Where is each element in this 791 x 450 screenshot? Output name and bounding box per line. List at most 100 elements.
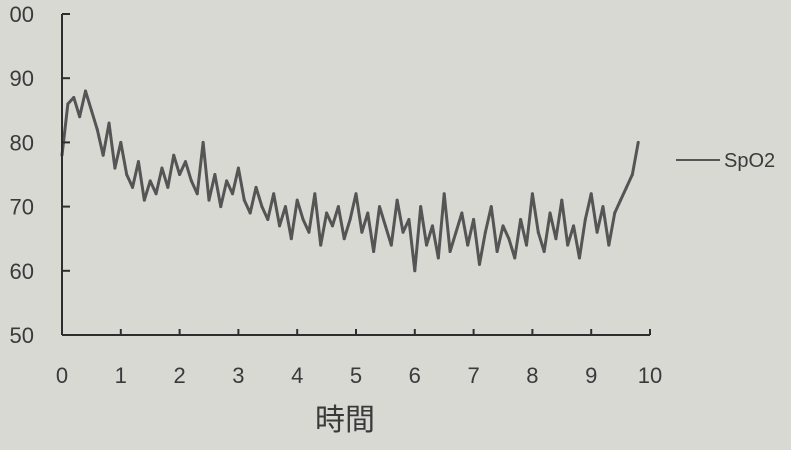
data-point — [507, 237, 511, 241]
data-point — [501, 224, 505, 228]
data-point — [336, 205, 340, 209]
data-point — [272, 192, 276, 196]
y-tick-label: 00 — [10, 2, 34, 27]
x-tick-label: 2 — [173, 363, 185, 388]
x-tick-label: 8 — [526, 363, 538, 388]
data-point — [348, 217, 352, 221]
data-point — [219, 205, 223, 209]
data-point — [248, 211, 252, 215]
y-tick-label: 60 — [10, 259, 34, 284]
data-point — [454, 230, 458, 234]
x-tick-label: 10 — [638, 363, 662, 388]
data-point — [624, 185, 628, 189]
y-tick-label: 80 — [10, 130, 34, 155]
legend-label-spo2: SpO2 — [724, 150, 775, 172]
x-tick-label: 5 — [350, 363, 362, 388]
data-point — [595, 230, 599, 234]
data-point — [95, 128, 99, 132]
data-point — [472, 217, 476, 221]
data-point — [413, 269, 417, 273]
data-point — [525, 243, 529, 247]
data-point — [566, 243, 570, 247]
data-point — [313, 192, 317, 196]
data-point — [572, 224, 576, 228]
data-point — [236, 166, 240, 170]
data-point — [189, 179, 193, 183]
data-point — [589, 192, 593, 196]
data-point — [366, 211, 370, 215]
data-point — [530, 192, 534, 196]
data-point — [466, 243, 470, 247]
data-point — [601, 205, 605, 209]
data-point — [419, 205, 423, 209]
x-tick-label: 0 — [56, 363, 68, 388]
data-point — [630, 173, 634, 176]
data-point — [489, 205, 493, 209]
data-point — [166, 185, 170, 189]
data-point — [172, 153, 176, 157]
x-tick-label: 9 — [585, 363, 597, 388]
data-point — [231, 192, 235, 196]
data-point — [577, 256, 581, 260]
data-point — [325, 211, 329, 215]
y-tick-label: 90 — [10, 66, 34, 91]
data-point — [89, 108, 93, 112]
data-point — [113, 166, 117, 170]
data-point — [260, 205, 264, 209]
x-axis-label: 時間 — [315, 404, 375, 437]
data-point — [448, 250, 452, 254]
data-point — [78, 115, 82, 119]
data-point — [619, 198, 623, 202]
data-point — [519, 217, 523, 221]
data-point — [407, 217, 411, 221]
x-tick-label: 1 — [115, 363, 127, 388]
data-point — [101, 153, 105, 157]
data-point — [401, 230, 405, 234]
data-point — [66, 102, 70, 106]
data-point — [372, 250, 376, 254]
data-point — [436, 256, 440, 260]
data-point — [560, 198, 564, 202]
data-point — [636, 140, 640, 144]
data-point — [289, 237, 293, 241]
data-point — [542, 250, 546, 254]
data-point — [283, 205, 287, 209]
x-tick-label: 3 — [232, 363, 244, 388]
data-point — [125, 173, 129, 176]
data-point — [607, 243, 611, 247]
data-point — [354, 192, 358, 196]
data-point — [389, 243, 393, 247]
data-point — [342, 237, 346, 241]
series-line-spo2 — [60, 89, 640, 273]
data-point — [136, 160, 140, 164]
data-point — [225, 179, 229, 183]
data-point — [107, 121, 111, 125]
data-point — [425, 243, 429, 247]
data-point — [395, 198, 399, 202]
data-point — [183, 160, 187, 164]
data-point — [383, 224, 387, 228]
data-point — [554, 237, 558, 241]
x-axis-ticks: 0 1 2 3 4 5 6 7 8 9 10 — [56, 329, 662, 388]
data-point — [84, 89, 88, 93]
data-point — [360, 230, 364, 234]
data-point — [278, 224, 282, 228]
data-point — [536, 230, 540, 234]
data-point — [207, 198, 211, 202]
data-point — [160, 166, 164, 170]
data-point — [307, 230, 311, 234]
legend: SpO2 — [676, 150, 775, 172]
data-point — [330, 224, 334, 228]
data-point — [513, 256, 517, 260]
data-point — [148, 179, 152, 183]
data-point — [154, 192, 158, 196]
data-point — [254, 185, 258, 189]
data-point — [583, 217, 587, 221]
data-point — [378, 205, 382, 209]
y-tick-label: 50 — [10, 323, 34, 348]
x-tick-label: 7 — [467, 363, 479, 388]
data-point — [613, 211, 617, 215]
data-point — [72, 95, 76, 99]
data-point — [119, 140, 123, 144]
